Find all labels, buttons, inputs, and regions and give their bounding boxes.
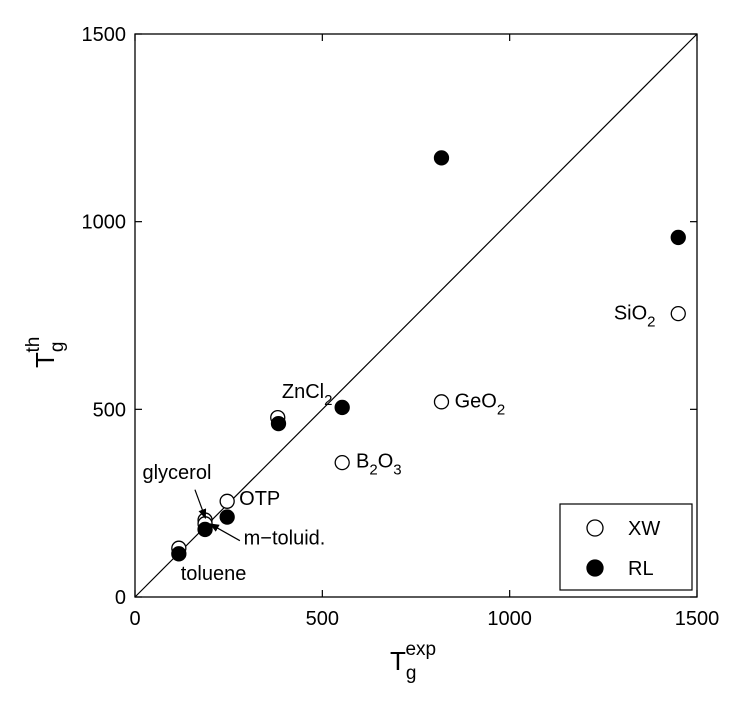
annotation-arrow-glycerol bbox=[194, 489, 207, 520]
data-point-rl bbox=[197, 521, 213, 538]
data-point-rl bbox=[219, 509, 235, 525]
annotation-sio2: SiO2 bbox=[614, 302, 656, 330]
data-point-xw bbox=[334, 454, 350, 471]
legend-box bbox=[559, 503, 693, 591]
x-axis-label: Tgexp bbox=[390, 639, 436, 684]
data-point-rl bbox=[670, 229, 686, 246]
plot-frame bbox=[134, 33, 698, 598]
axis-ticks: 0 500 1000 1500 0 500 1000 1500 bbox=[82, 24, 720, 630]
data-point-rl bbox=[334, 399, 350, 416]
data-point-xw bbox=[670, 305, 686, 322]
annotation-zncl2: ZnCl2 bbox=[282, 381, 333, 409]
legend: XW RL bbox=[559, 503, 693, 591]
annotation-arrows bbox=[194, 489, 241, 542]
x-tick-label: 500 bbox=[306, 608, 339, 630]
plot-area bbox=[134, 33, 698, 598]
annotation-toluene: toluene bbox=[181, 563, 247, 585]
y-tick-label: 500 bbox=[93, 399, 126, 421]
legend-label: RL bbox=[628, 558, 654, 580]
x-tick-label: 1500 bbox=[675, 608, 720, 630]
legend-marker-xw bbox=[586, 519, 604, 537]
y-axis-label-text: Tgth bbox=[23, 337, 68, 368]
legend-label: XW bbox=[628, 518, 660, 540]
annotation-arrow-m-toluid bbox=[209, 523, 241, 542]
y-tick-label: 0 bbox=[115, 587, 126, 609]
data-point-rl bbox=[270, 415, 287, 432]
y-axis-label: Tgth bbox=[23, 337, 68, 368]
y-tick-label: 1000 bbox=[82, 212, 127, 234]
axis-labels: Tgexp Tgth bbox=[23, 337, 436, 684]
point-annotations: ZnCl2 GeO2 B2O3 SiO2 OTP glycerol m−toluid. tol… bbox=[142, 302, 655, 585]
x-tick-label: 0 bbox=[129, 608, 140, 630]
data-point-xw bbox=[219, 493, 235, 509]
data-point-xw bbox=[433, 394, 450, 410]
x-tick-label: 1000 bbox=[487, 608, 532, 630]
annotation-otp: OTP bbox=[239, 488, 280, 510]
legend-marker-rl bbox=[586, 559, 604, 577]
x-axis-label-text: Tgexp bbox=[390, 639, 436, 684]
annotation-glycerol: glycerol bbox=[142, 462, 211, 484]
annotation-m-toluid: m−toluid. bbox=[244, 527, 326, 549]
annotation-geo2: GeO2 bbox=[455, 390, 506, 418]
y-tick-label: 1500 bbox=[82, 24, 127, 46]
annotation-b2o3: B2O3 bbox=[356, 451, 402, 479]
data-points bbox=[171, 150, 686, 562]
data-point-rl bbox=[433, 150, 450, 166]
data-point-rl bbox=[171, 546, 187, 562]
